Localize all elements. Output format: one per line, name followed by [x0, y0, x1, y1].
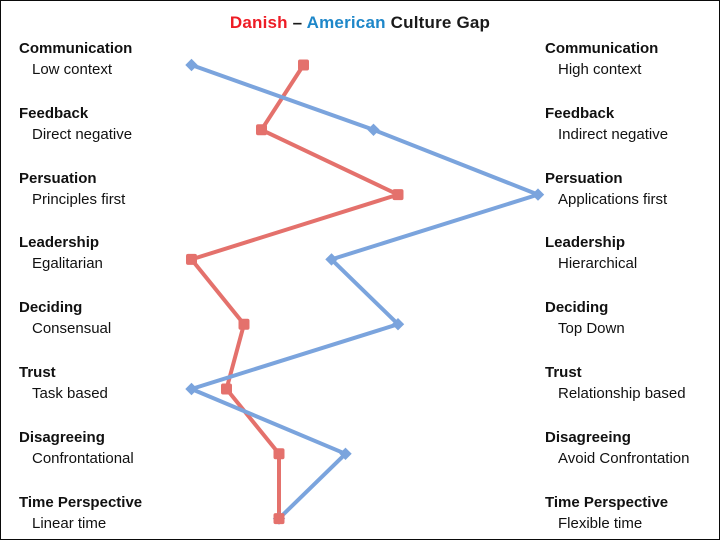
- dimension-row-right: Deciding Top Down: [545, 298, 625, 339]
- danish-square-marker: [298, 59, 309, 71]
- dimension-row-left: Time Perspective Linear time: [19, 493, 142, 534]
- american-diamond-marker: [325, 253, 338, 266]
- american-series-line: [189, 63, 540, 521]
- dimension-row-left: Deciding Consensual: [19, 298, 111, 339]
- dimension-label: Disagreeing: [19, 428, 105, 446]
- american-diamond-marker: [185, 58, 198, 72]
- left-pole-label: Egalitarian: [32, 255, 103, 273]
- danish-square-marker: [238, 318, 250, 330]
- dimension-row-right: Leadership Hierarchical: [545, 233, 637, 274]
- danish-square-marker: [186, 253, 197, 265]
- dimension-label: Persuation: [19, 169, 97, 187]
- left-pole-label: Low context: [32, 61, 113, 78]
- dimension-row-right: Communication High context: [545, 39, 658, 80]
- right-pole-label: Applications first: [558, 190, 668, 208]
- dimension-label: Deciding: [19, 299, 83, 317]
- dimension-row-right: Time Perspective Flexible time: [545, 493, 668, 534]
- dimension-label: Leadership: [545, 234, 626, 252]
- dimension-row-left: Disagreeing Confrontational: [19, 428, 134, 469]
- dimension-label: Trust: [545, 364, 582, 381]
- chart-title: Danish – American Culture Gap: [1, 13, 719, 33]
- danish-square-marker: [273, 513, 285, 525]
- danish-series-line: [189, 63, 400, 521]
- dimension-label: Communication: [545, 40, 659, 57]
- dimension-row-left: Feedback Direct negative: [19, 104, 132, 145]
- dimension-label: Communication: [19, 40, 133, 57]
- american-diamond-marker: [391, 317, 405, 331]
- dimension-label: Time Perspective: [545, 493, 669, 511]
- title-part: Culture Gap: [385, 13, 491, 32]
- right-pole-label: High context: [558, 61, 642, 78]
- right-pole-label: Relationship based: [558, 385, 686, 402]
- dimension-row-left: Leadership Egalitarian: [19, 233, 103, 274]
- dimension-row-right: Feedback Indirect negative: [545, 104, 668, 145]
- dimension-row-left: Persuation Principles first: [19, 169, 125, 210]
- danish-square-marker: [256, 124, 267, 136]
- dimension-label: Leadership: [19, 234, 100, 252]
- american-diamond-marker: [339, 447, 352, 461]
- left-pole-label: Principles first: [32, 190, 126, 208]
- dimension-label: Feedback: [19, 104, 89, 122]
- right-pole-label: Hierarchical: [558, 255, 638, 273]
- danish-square-marker: [392, 189, 404, 201]
- dimension-label: Deciding: [545, 299, 609, 317]
- dimension-row-left: Trust Task based: [19, 363, 108, 404]
- right-pole-label: Top Down: [558, 320, 625, 338]
- right-pole-label: Flexible time: [558, 514, 643, 532]
- dimension-label: Time Perspective: [19, 493, 143, 511]
- title-part: –: [287, 13, 307, 32]
- dimension-label: Feedback: [545, 104, 615, 122]
- left-pole-label: Confrontational: [32, 449, 134, 467]
- left-pole-label: Task based: [32, 385, 108, 402]
- dimension-label: Trust: [19, 364, 56, 381]
- dimension-label: Disagreeing: [545, 428, 631, 446]
- title-part: Danish: [229, 13, 288, 32]
- left-pole-label: Consensual: [32, 320, 112, 338]
- dimension-row-right: Disagreeing Avoid Confrontation: [545, 428, 689, 469]
- american-diamond-marker: [367, 123, 380, 137]
- dimension-row-left: Communication Low context: [19, 39, 132, 80]
- right-pole-label: Indirect negative: [558, 125, 669, 143]
- dimension-row-right: Trust Relationship based: [545, 363, 686, 404]
- dimension-row-right: Persuation Applications first: [545, 169, 667, 210]
- left-pole-label: Direct negative: [32, 125, 133, 143]
- title-part: American: [306, 13, 386, 32]
- danish-square-marker: [221, 383, 232, 395]
- american-diamond-marker: [185, 382, 198, 396]
- left-pole-label: Linear time: [32, 514, 107, 532]
- dimension-label: Persuation: [545, 169, 623, 187]
- danish-square-marker: [273, 448, 285, 460]
- american-diamond-marker: [531, 188, 545, 201]
- right-pole-label: Avoid Confrontation: [558, 449, 690, 467]
